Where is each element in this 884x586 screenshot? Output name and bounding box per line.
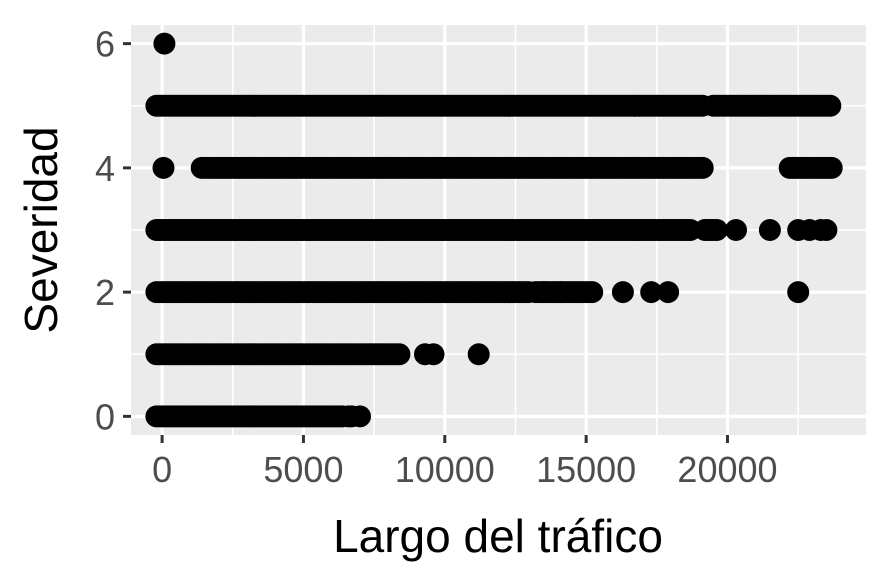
y-tick-label: 0: [95, 396, 115, 437]
x-tick-label: 10000: [395, 449, 495, 490]
x-axis-title: Largo del tráfico: [333, 510, 663, 562]
data-point: [549, 281, 572, 304]
data-point: [422, 343, 445, 366]
data-point: [657, 281, 680, 304]
data-point: [691, 156, 714, 179]
y-axis-title: Severidad: [15, 126, 67, 333]
data-point: [820, 156, 843, 179]
y-tick-label: 4: [95, 148, 115, 189]
y-axis: 0 2 4 6: [95, 24, 131, 437]
data-point: [153, 32, 176, 55]
data-point: [705, 219, 728, 241]
data-point: [787, 281, 810, 304]
data-point: [611, 281, 634, 304]
x-tick-label: 15000: [536, 449, 636, 490]
y-tick-label: 6: [95, 24, 115, 65]
data-point: [581, 281, 604, 304]
data-point: [640, 281, 663, 304]
data-point: [725, 219, 747, 241]
data-point: [467, 343, 490, 366]
data-point: [349, 405, 371, 428]
data-points: [145, 32, 843, 428]
x-tick-label: 20000: [677, 449, 777, 490]
x-tick-label: 0: [152, 449, 172, 490]
data-point: [532, 281, 555, 304]
y-tick-label: 2: [95, 272, 115, 313]
x-tick-label: 5000: [263, 449, 343, 490]
data-point: [758, 219, 781, 241]
data-point: [815, 219, 838, 241]
data-point: [388, 343, 411, 366]
data-point: [819, 94, 842, 117]
data-point: [152, 156, 175, 179]
x-axis: 0 5000 10000 15000 20000: [152, 435, 778, 490]
